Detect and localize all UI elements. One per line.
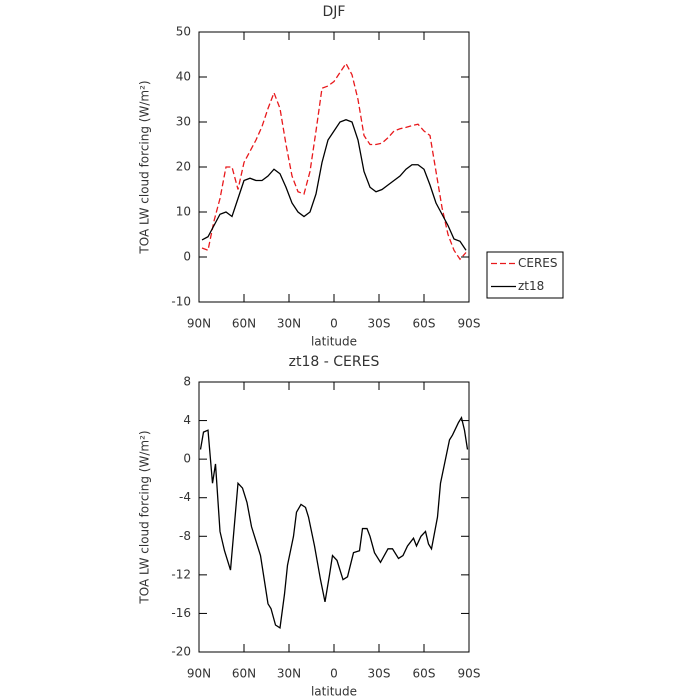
data-line — [199, 416, 469, 629]
plot-frame — [198, 381, 470, 653]
y-tick-label: -4 — [179, 490, 191, 504]
y-tick-label: 30 — [176, 115, 191, 129]
x-tick-label: 90S — [458, 317, 481, 331]
x-tick-label: 0 — [330, 317, 338, 331]
data-line — [201, 62, 467, 261]
chart-title: DJF — [323, 4, 346, 20]
x-tick-label: 60S — [413, 667, 436, 681]
chart-title: zt18 - CERES — [289, 354, 380, 370]
x-tick-label: 90N — [187, 317, 211, 331]
x-tick-label: 60N — [232, 317, 256, 331]
y-tick-label: -10 — [171, 295, 191, 309]
y-axis-label: TOA LW cloud forcing (W/m²) — [138, 80, 152, 254]
x-tick-label: 60S — [413, 317, 436, 331]
y-tick-label: 50 — [176, 25, 191, 39]
y-tick-label: 4 — [183, 413, 191, 427]
y-tick-label: -8 — [179, 529, 191, 543]
data-line — [201, 119, 467, 251]
y-tick-label: 0 — [183, 452, 191, 466]
x-tick-label: 30N — [277, 317, 301, 331]
x-tick-label: 90N — [187, 667, 211, 681]
y-tick-label: 40 — [176, 70, 191, 84]
y-axis-label: TOA LW cloud forcing (W/m²) — [138, 430, 152, 604]
x-tick-label: 30S — [368, 317, 391, 331]
x-axis-label: latitude — [311, 335, 357, 349]
legend-box — [486, 251, 564, 299]
plot-frame — [198, 31, 470, 303]
x-axis-label: latitude — [311, 685, 357, 699]
x-tick-label: 0 — [330, 667, 338, 681]
x-tick-label: 30N — [277, 667, 301, 681]
y-tick-label: 0 — [183, 250, 191, 264]
x-tick-label: 30S — [368, 667, 391, 681]
y-tick-label: -20 — [171, 645, 191, 659]
x-tick-label: 90S — [458, 667, 481, 681]
y-tick-label: -16 — [171, 606, 191, 620]
y-tick-label: -12 — [171, 567, 191, 581]
legend-label: zt18 — [518, 279, 544, 293]
y-tick-label: 8 — [183, 375, 191, 389]
y-tick-label: 20 — [176, 160, 191, 174]
legend-label: CERES — [518, 256, 558, 270]
x-tick-label: 60N — [232, 667, 256, 681]
y-tick-label: 10 — [176, 205, 191, 219]
